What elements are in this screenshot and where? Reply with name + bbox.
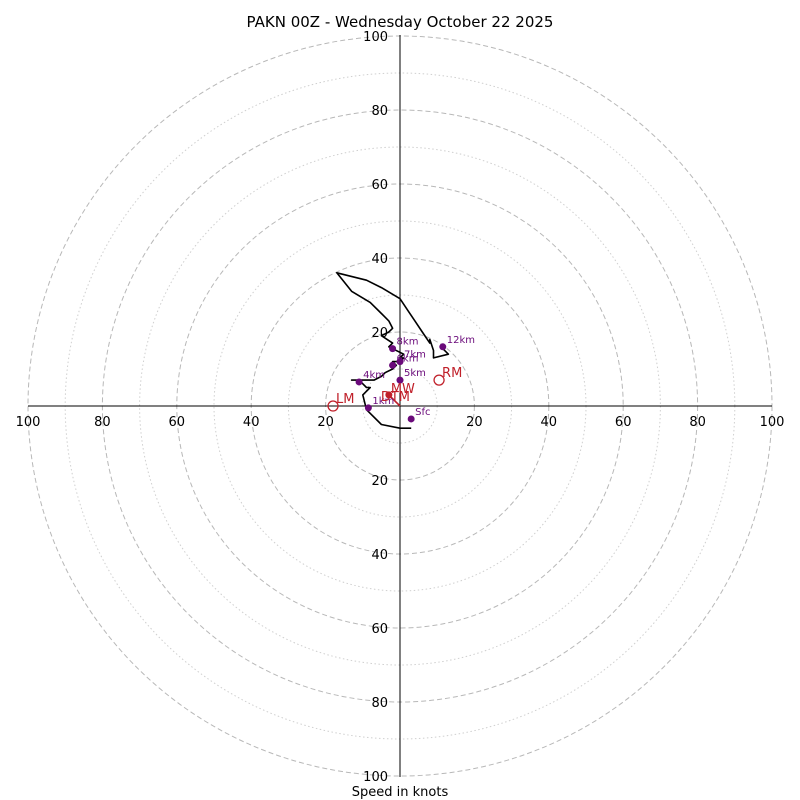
height-marker-6km	[389, 361, 397, 369]
height-label: 12km	[447, 335, 475, 346]
x-tick-label: 20	[317, 415, 334, 430]
height-label: 4km	[363, 370, 385, 381]
storm-motion-marker-MW	[385, 391, 393, 399]
x-tick-label: 20	[466, 415, 483, 430]
height-label: 8km	[397, 337, 419, 348]
storm-motion-marker-LM	[327, 400, 339, 412]
height-marker-12km	[439, 343, 447, 351]
x-tick-label: 80	[94, 415, 111, 430]
x-tick-label: 80	[689, 415, 706, 430]
height-label: 6km	[397, 353, 419, 364]
height-label: 5km	[404, 368, 426, 379]
x-tick-label: 100	[760, 415, 785, 430]
x-tick-label: 60	[169, 415, 186, 430]
x-tick-label: 40	[243, 415, 260, 430]
y-tick-label: 80	[371, 696, 388, 711]
y-tick-label: 100	[363, 770, 388, 785]
storm-motion-label: LM	[336, 392, 354, 407]
storm-motion-label: RM	[442, 366, 462, 381]
height-marker-8km	[389, 345, 397, 353]
x-tick-label: 40	[541, 415, 558, 430]
x-axis-label: Speed in knots	[352, 785, 449, 800]
y-tick-label: 40	[371, 252, 388, 267]
x-tick-labels: 100 80 60 40 20 20 40 60 80 100	[16, 415, 785, 430]
height-marker-Sfc	[407, 415, 415, 423]
chart-title: PAKN 00Z - Wednesday October 22 2025	[247, 13, 554, 31]
height-marker-7km	[396, 358, 404, 366]
storm-motion-label: DTM	[381, 390, 410, 405]
height-label: Sfc	[415, 407, 430, 418]
height-label: 1km	[372, 396, 394, 407]
storm-motion-marker-RM	[433, 374, 445, 386]
x-tick-label: 60	[615, 415, 632, 430]
y-tick-label: 80	[371, 104, 388, 119]
y-tick-label: 60	[371, 178, 388, 193]
y-tick-label: 100	[363, 30, 388, 45]
height-marker-1km	[364, 404, 372, 412]
height-marker-4km	[355, 378, 363, 386]
height-label: 7km	[404, 350, 426, 361]
y-tick-label: 20	[371, 474, 388, 489]
storm-motion-label: MW	[391, 382, 415, 397]
y-tick-label: 40	[371, 548, 388, 563]
height-marker-5km	[396, 376, 404, 384]
y-tick-label: 60	[371, 622, 388, 637]
x-tick-label: 100	[16, 415, 41, 430]
